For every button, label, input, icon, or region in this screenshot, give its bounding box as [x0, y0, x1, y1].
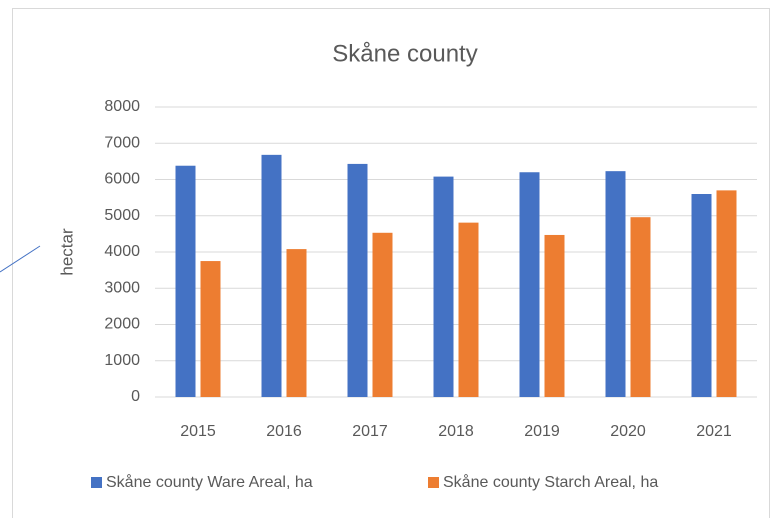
- x-tick-label: 2015: [180, 423, 216, 440]
- y-tick-label: 8000: [104, 98, 140, 115]
- connector-line: [0, 245, 41, 273]
- bar: [691, 194, 712, 397]
- x-tick-label: 2018: [438, 423, 474, 440]
- bar: [175, 165, 196, 397]
- legend-label: Skåne county Ware Areal, ha: [106, 473, 313, 491]
- bar: [544, 234, 565, 397]
- y-axis-label: hectar: [57, 228, 76, 276]
- bar: [347, 163, 368, 397]
- y-tick-label: 2000: [104, 316, 140, 333]
- y-tick-label: 4000: [104, 243, 140, 260]
- bar: [716, 190, 737, 397]
- y-tick-label: 3000: [104, 279, 140, 296]
- legend-swatch: [428, 477, 439, 488]
- x-tick-label: 2019: [524, 423, 560, 440]
- x-tick-label: 2016: [266, 423, 302, 440]
- bar: [200, 261, 221, 397]
- bar: [630, 217, 651, 397]
- y-tick-label: 0: [131, 388, 140, 405]
- bar: [372, 232, 393, 397]
- bar: [605, 171, 626, 397]
- x-tick-label: 2017: [352, 423, 388, 440]
- bar: [261, 154, 282, 397]
- bar: [286, 249, 307, 397]
- y-tick-label: 5000: [104, 207, 140, 224]
- legend-swatch: [91, 477, 102, 488]
- bar: [519, 172, 540, 397]
- x-tick-label: 2020: [610, 423, 646, 440]
- y-tick-label: 1000: [104, 352, 140, 369]
- y-tick-label: 6000: [104, 171, 140, 188]
- legend-label: Skåne county Starch Areal, ha: [443, 473, 658, 491]
- x-tick-label: 2021: [696, 423, 732, 440]
- bar: [458, 222, 479, 397]
- y-tick-label: 7000: [104, 134, 140, 151]
- chart-title: Skåne county: [332, 40, 477, 67]
- bar: [433, 176, 454, 397]
